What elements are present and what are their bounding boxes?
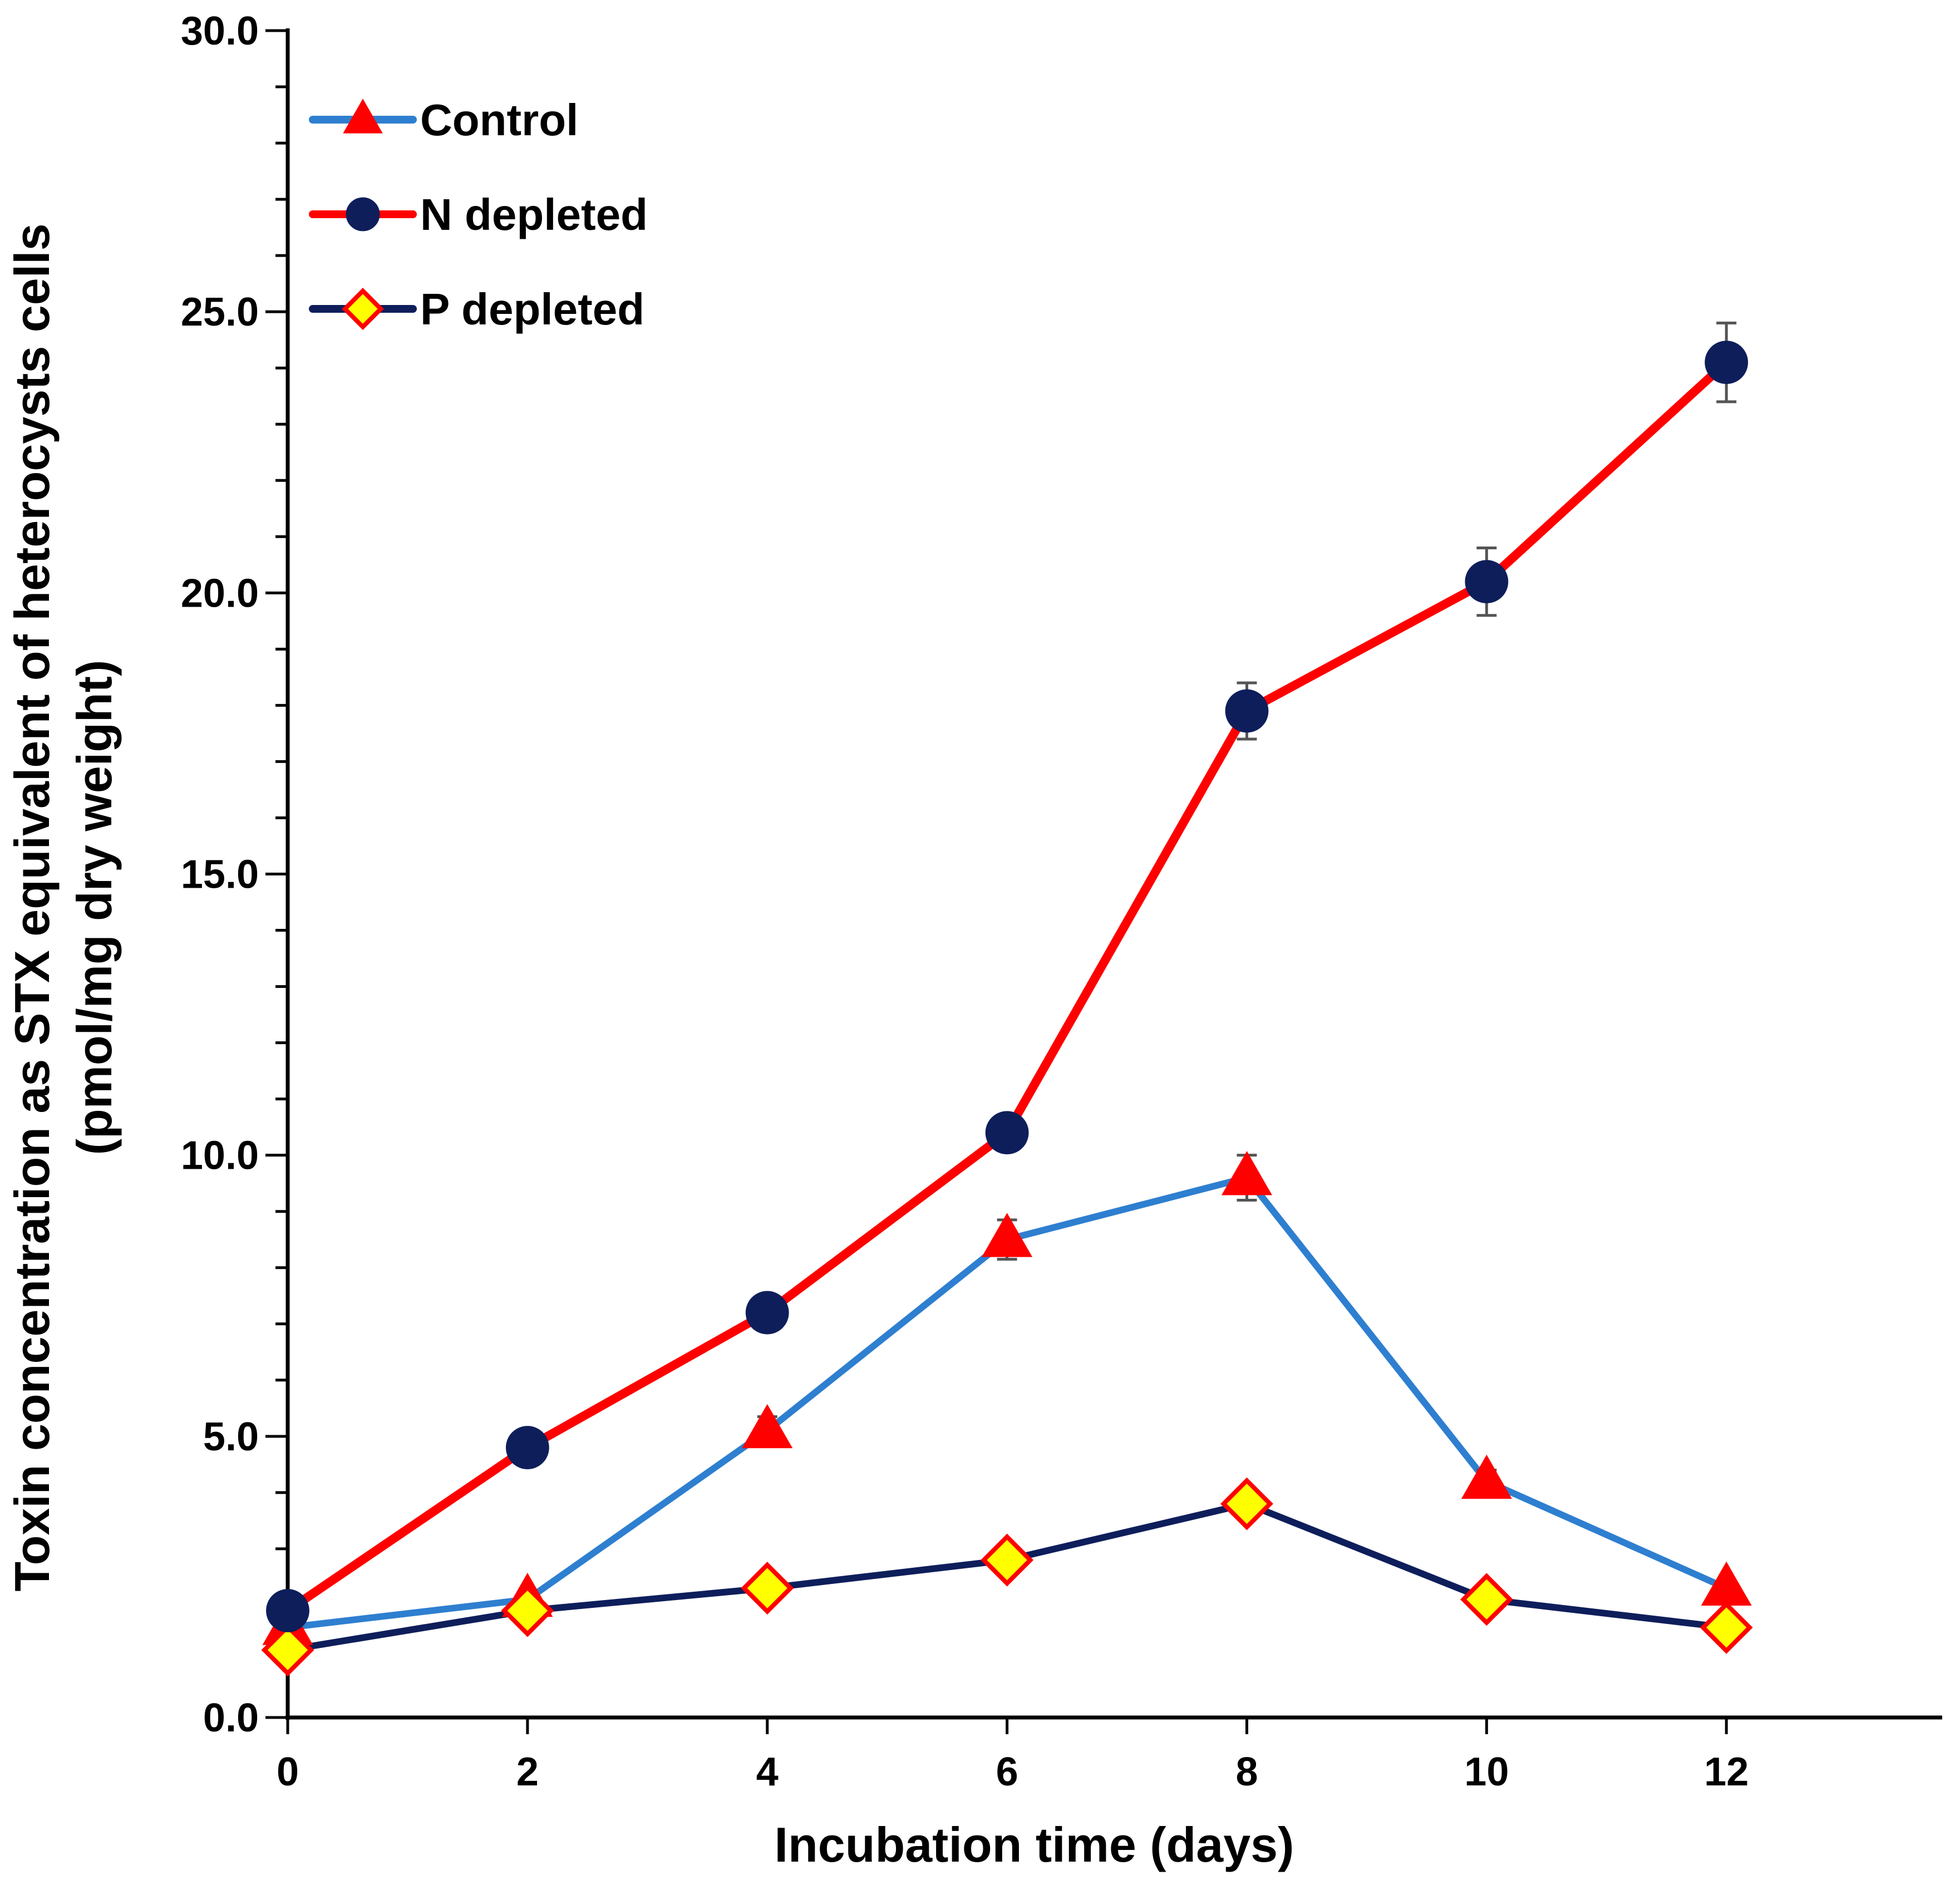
x-axis-tick-labels: 0 2 4 6 8 10 12	[277, 1750, 1749, 1794]
legend-label-control: Control	[420, 95, 578, 145]
data-point-n-depleted	[745, 1291, 789, 1335]
data-point-p-depleted	[1700, 1601, 1753, 1654]
y-tick-label: 10.0	[181, 1134, 259, 1178]
y-axis-title: Toxin concentration as STX equivalent of…	[4, 223, 122, 1591]
x-tick-label: 4	[756, 1750, 779, 1794]
legend-marker-control	[343, 99, 383, 134]
y-tick-label: 5.0	[203, 1415, 259, 1459]
data-point-p-depleted	[1220, 1477, 1273, 1530]
data-point-control	[982, 1213, 1033, 1257]
x-tick-label: 10	[1464, 1750, 1509, 1794]
x-tick-label: 8	[1235, 1750, 1258, 1794]
data-point-control	[1461, 1454, 1512, 1499]
data-point-p-depleted	[501, 1584, 554, 1637]
data-point-n-depleted	[1465, 560, 1509, 604]
data-point-p-depleted	[741, 1562, 794, 1615]
x-tick-label: 0	[277, 1750, 299, 1794]
y-tick-label: 25.0	[181, 290, 259, 334]
x-axis-title: Incubation time (days)	[775, 1817, 1294, 1872]
data-point-n-depleted	[266, 1589, 309, 1632]
y-tick-label: 30.0	[181, 9, 259, 53]
x-tick-label: 6	[996, 1750, 1018, 1794]
data-point-p-depleted	[261, 1623, 314, 1677]
data-point-control	[1221, 1151, 1272, 1195]
data-point-n-depleted	[1225, 689, 1269, 733]
legend-label-n-depleted: N depleted	[420, 190, 648, 239]
plot-area: 0.0 5.0 10.0 15.0 20.0 25.0 30.0 0 2 4 6 8 10 12	[181, 9, 1942, 1794]
data-point-p-depleted	[1460, 1573, 1513, 1626]
data-point-n-depleted	[985, 1111, 1029, 1155]
y-tick-label: 20.0	[181, 571, 259, 616]
legend: Control N depleted P depleted	[309, 95, 648, 334]
legend-marker-n-depleted	[346, 197, 380, 232]
data-point-n-depleted	[505, 1426, 549, 1469]
y-tick-label: 0.0	[203, 1696, 259, 1740]
data-point-p-depleted	[981, 1533, 1034, 1587]
legend-label-p-depleted: P depleted	[420, 284, 644, 334]
data-point-n-depleted	[1705, 341, 1749, 384]
x-axis-ticks	[286, 1717, 1728, 1734]
x-tick-label: 2	[516, 1750, 539, 1794]
y-tick-label: 15.0	[181, 853, 259, 897]
y-axis-title-line-2: (pmol/mg dry weight)	[67, 660, 122, 1155]
legend-entry-control: Control	[309, 95, 578, 145]
x-tick-label: 12	[1704, 1750, 1749, 1794]
data-point-control	[742, 1404, 793, 1449]
y-axis-tick-labels: 0.0 5.0 10.0 15.0 20.0 25.0 30.0	[181, 9, 259, 1740]
y-axis-title-line-1: Toxin concentration as STX equivalent of…	[4, 223, 60, 1591]
legend-entry-n-depleted: N depleted	[309, 190, 648, 239]
legend-marker-p-depleted	[342, 288, 384, 330]
series-markers	[261, 341, 1753, 1677]
legend-entry-p-depleted: P depleted	[309, 284, 644, 334]
